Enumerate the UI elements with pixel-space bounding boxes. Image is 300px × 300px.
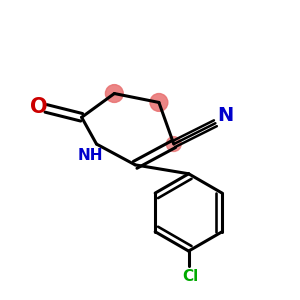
Circle shape [166,136,181,152]
Text: N: N [218,106,234,125]
Circle shape [105,85,123,102]
Circle shape [150,94,168,111]
Text: NH: NH [78,148,103,164]
Text: Cl: Cl [182,269,198,284]
Text: O: O [30,97,47,117]
